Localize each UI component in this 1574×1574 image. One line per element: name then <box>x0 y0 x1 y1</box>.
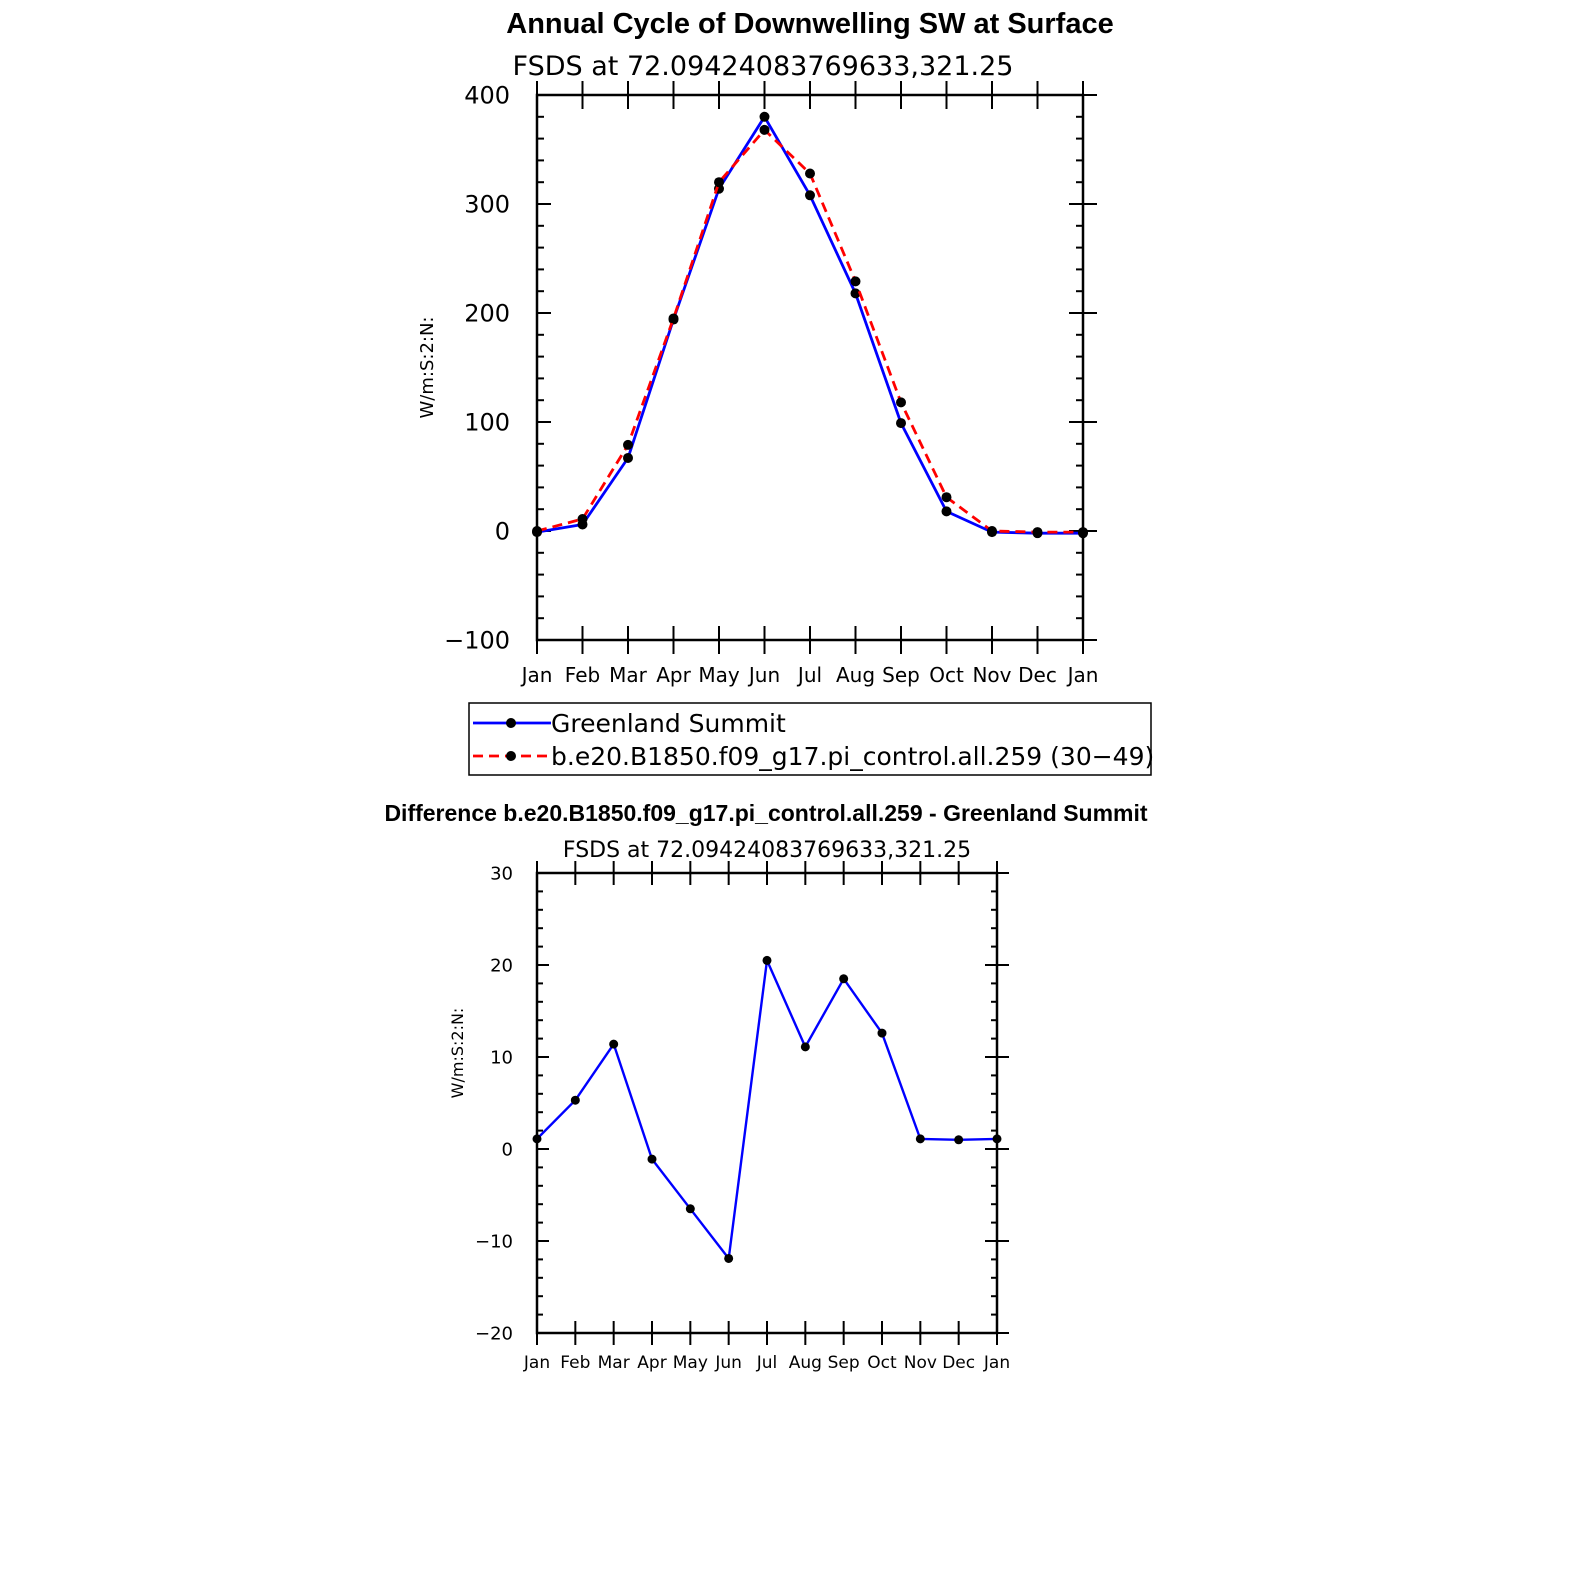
x-tick-label: Jun <box>747 663 780 687</box>
data-point <box>896 397 906 408</box>
x-tick-label: Jan <box>983 1353 1010 1373</box>
data-point <box>1032 527 1043 538</box>
x-tick-label: Mar <box>609 663 648 687</box>
legend-label: Greenland Summit <box>551 709 786 738</box>
x-tick-label: Sep <box>828 1353 860 1373</box>
legend-box <box>468 702 1152 776</box>
series-line-1 <box>536 959 998 1260</box>
x-tick-label: Jan <box>520 663 553 687</box>
x-tick-label: Dec <box>1018 663 1057 687</box>
data-point <box>609 1039 619 1049</box>
y-tick-label: 10 <box>490 1047 513 1068</box>
data-point <box>623 439 633 450</box>
data-point <box>850 288 861 299</box>
x-tick-label: Feb <box>560 1353 590 1373</box>
x-tick-label: Aug <box>789 1353 822 1373</box>
x-tick-label: Feb <box>565 663 600 687</box>
data-point <box>570 1095 580 1105</box>
data-point <box>954 1135 964 1145</box>
data-point <box>1078 527 1088 538</box>
data-point <box>668 313 679 324</box>
data-point <box>941 492 952 503</box>
data-point <box>987 526 997 536</box>
data-point <box>714 177 724 188</box>
data-point <box>532 1134 542 1144</box>
legend-marker <box>506 751 516 761</box>
y-tick-label: 100 <box>464 409 510 437</box>
x-tick-label: May <box>698 663 740 687</box>
y-tick-label: 200 <box>464 300 510 328</box>
x-tick-label: Oct <box>867 1353 897 1373</box>
plot-frame <box>535 871 999 1335</box>
y-tick-label: −10 <box>475 1231 513 1252</box>
y-tick-label: 30 <box>490 863 513 884</box>
data-point <box>759 124 770 135</box>
chart-subtitle: FSDS at 72.09424083769633,321.25 <box>513 51 1014 82</box>
x-tick-label: May <box>673 1353 708 1373</box>
data-point <box>896 418 906 429</box>
data-point <box>805 190 815 201</box>
x-tick-label: Jul <box>756 1353 778 1373</box>
data-point <box>759 111 770 122</box>
y-tick-label: 0 <box>502 1139 513 1160</box>
x-tick-label: Jun <box>714 1353 742 1373</box>
data-point <box>577 514 588 525</box>
data-point <box>877 1028 887 1038</box>
data-point <box>647 1154 657 1164</box>
data-point <box>992 1134 1002 1144</box>
y-tick-label: 0 <box>495 518 510 546</box>
x-tick-label: Nov <box>972 663 1011 687</box>
x-tick-label: Jul <box>796 663 822 687</box>
x-tick-label: Mar <box>598 1353 630 1373</box>
data-point <box>800 1042 810 1052</box>
y-tick-label: 400 <box>464 82 510 110</box>
y-axis-label: W/m:S:2:N: <box>448 1008 467 1099</box>
x-tick-label: Aug <box>836 663 875 687</box>
y-tick-label: 300 <box>464 191 510 219</box>
x-tick-label: Apr <box>637 1353 666 1373</box>
x-tick-label: Apr <box>656 663 691 687</box>
data-point <box>915 1134 925 1144</box>
x-tick-label: Oct <box>929 663 964 687</box>
legend-marker <box>506 718 516 728</box>
chart-subtitle: FSDS at 72.09424083769633,321.25 <box>563 838 971 863</box>
difference-chart-title: Difference b.e20.B1850.f09_g17.pi_contro… <box>384 800 1148 826</box>
data-point <box>850 276 861 287</box>
data-point <box>532 526 542 536</box>
x-tick-label: Nov <box>904 1353 937 1373</box>
chart-title: Annual Cycle of Downwelling SW at Surfac… <box>506 8 1114 40</box>
legend-label: b.e20.B1850.f09_g17.pi_control.all.259 (… <box>551 742 1154 771</box>
x-tick-label: Sep <box>882 663 920 687</box>
data-point <box>839 974 849 984</box>
data-point <box>805 168 815 179</box>
y-axis-label: W/m:S:2:N: <box>417 317 438 419</box>
y-tick-label: 20 <box>490 955 513 976</box>
x-tick-label: Jan <box>523 1353 550 1373</box>
data-point <box>762 955 772 965</box>
y-tick-label: −100 <box>444 627 510 655</box>
data-point <box>685 1204 695 1214</box>
data-point <box>941 506 952 517</box>
data-point <box>724 1253 734 1263</box>
series-line-1 <box>536 115 1083 535</box>
data-point <box>623 452 633 463</box>
x-tick-label: Jan <box>1066 663 1099 687</box>
x-tick-label: Dec <box>942 1353 975 1373</box>
y-tick-label: −20 <box>475 1323 513 1344</box>
